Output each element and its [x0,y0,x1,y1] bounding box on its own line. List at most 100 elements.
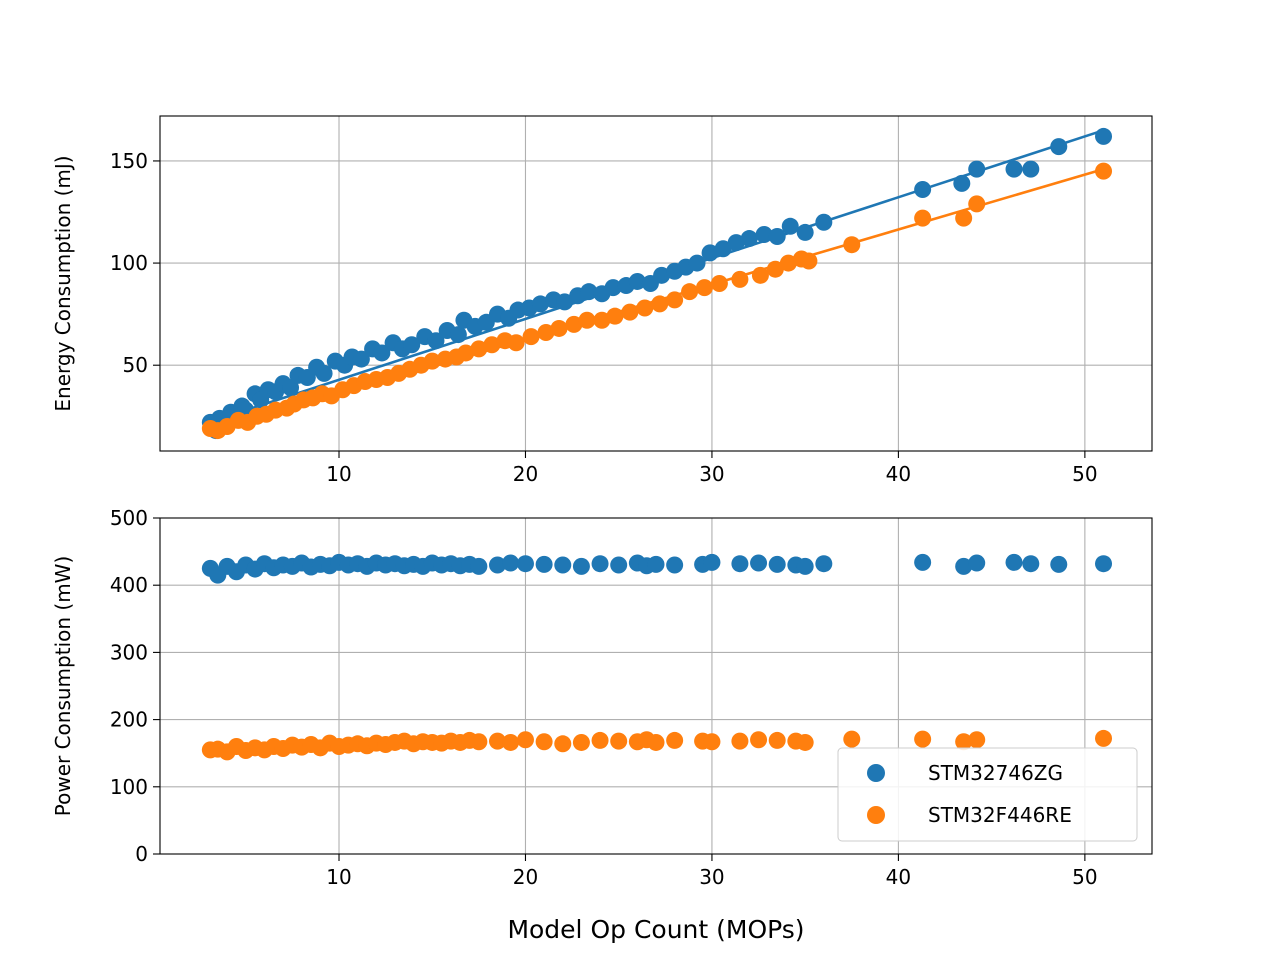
energy-x-tick-label: 10 [326,462,351,486]
power-point-series-2 [768,731,786,749]
energy-point-series-1 [768,228,786,246]
energy-point-series-1 [1005,160,1023,178]
energy-point-series-2 [731,270,749,288]
energy-point-series-2 [423,352,441,370]
power-y-tick-label: 300 [110,640,148,664]
energy-y-tick-label: 100 [110,251,148,275]
power-point-series-2 [554,735,572,753]
energy-point-series-2 [1095,162,1113,180]
power-point-series-2 [470,733,488,751]
energy-point-series-2 [565,315,583,333]
power-point-series-1 [955,557,973,575]
energy-point-series-1 [1022,160,1040,178]
energy-point-series-2 [710,275,728,292]
power-point-series-2 [1095,729,1113,747]
power-point-series-1 [470,557,488,575]
energy-point-series-1 [628,272,646,290]
energy-point-series-1 [556,293,574,311]
energy-point-series-2 [636,299,654,317]
power-point-series-1 [703,553,721,571]
energy-point-series-2 [681,283,699,301]
energy-point-series-1 [968,160,986,178]
energy-point-series-1 [815,213,833,231]
power-point-series-1 [554,556,572,574]
power-point-series-1 [815,555,833,573]
power-point-series-2 [955,733,973,751]
power-point-series-1 [796,557,814,575]
energy-point-series-1 [714,240,732,258]
power-point-series-1 [647,555,665,573]
energy-point-series-2 [695,279,713,297]
energy-point-series-2 [766,260,784,278]
power-point-series-2 [750,731,768,749]
energy-y-axis-label: Energy Consumption (mJ) [51,155,75,411]
power-y-tick-label: 500 [110,506,148,530]
energy-point-series-1 [427,332,445,350]
energy-point-series-1 [531,295,549,313]
energy-point-series-2 [593,311,611,329]
power-point-series-2 [843,730,861,748]
power-x-tick-label: 20 [513,865,538,889]
energy-y-tick-label: 150 [110,149,148,173]
energy-point-series-2 [550,319,568,337]
energy-x-tick-label: 20 [513,462,538,486]
power-point-series-2 [535,733,553,751]
power-point-series-1 [572,557,590,575]
power-point-series-1 [731,555,749,573]
power-y-tick-label: 100 [110,775,148,799]
power-point-series-1 [1005,553,1023,571]
legend-box [837,747,1138,842]
power-point-series-1 [750,554,768,572]
energy-point-series-1 [373,344,391,362]
power-point-series-1 [666,556,684,574]
energy-x-tick-label: 40 [886,462,911,486]
energy-point-series-2 [621,303,639,321]
energy-point-series-2 [843,236,861,254]
energy-point-series-2 [470,340,488,358]
power-x-tick-label: 50 [1072,865,1097,889]
power-point-series-1 [1022,555,1040,573]
energy-point-series-1 [315,364,333,382]
energy-point-series-1 [701,244,719,262]
power-point-series-2 [703,733,721,751]
energy-point-series-1 [914,181,932,199]
power-point-series-1 [502,554,520,572]
energy-point-series-1 [403,336,421,354]
energy-point-series-2 [457,344,475,362]
power-point-series-1 [914,553,932,571]
power-point-series-1 [535,555,553,573]
energy-subplot: 10 20 30 40 50 50 100 150 Energy Consumption (m… [51,115,1153,486]
energy-point-series-1 [1050,138,1068,156]
power-point-series-1 [516,555,534,573]
energy-x-tick-label: 30 [699,462,724,486]
power-point-series-1 [968,554,986,572]
energy-point-series-2 [666,291,684,309]
power-x-tick-label: 30 [699,865,724,889]
legend-marker-series-2 [867,806,885,824]
power-point-series-2 [610,732,628,750]
energy-point-series-1 [740,230,758,248]
power-x-tick-label: 40 [886,865,911,889]
energy-point-series-2 [800,252,818,270]
energy-point-series-2 [578,311,596,329]
x-axis-label: Model Op Count (MOPs) [507,915,804,944]
legend-marker-series-1 [867,764,885,782]
energy-point-series-2 [651,295,669,313]
energy-point-series-2 [955,209,973,227]
energy-x-tick-label: 50 [1072,462,1097,486]
energy-point-series-1 [352,350,370,368]
power-x-tick-label: 10 [326,865,351,889]
power-point-series-2 [572,733,590,751]
energy-point-series-2 [483,336,501,354]
power-y-tick-label: 0 [135,842,148,866]
power-point-series-2 [914,730,932,748]
energy-point-series-2 [968,195,986,213]
energy-point-series-1 [1095,127,1113,145]
energy-axes-frame [159,115,1153,452]
energy-point-series-1 [653,266,671,284]
energy-point-series-2 [779,254,797,272]
energy-y-tick-label: 50 [123,353,148,377]
power-y-tick-label: 400 [110,573,148,597]
